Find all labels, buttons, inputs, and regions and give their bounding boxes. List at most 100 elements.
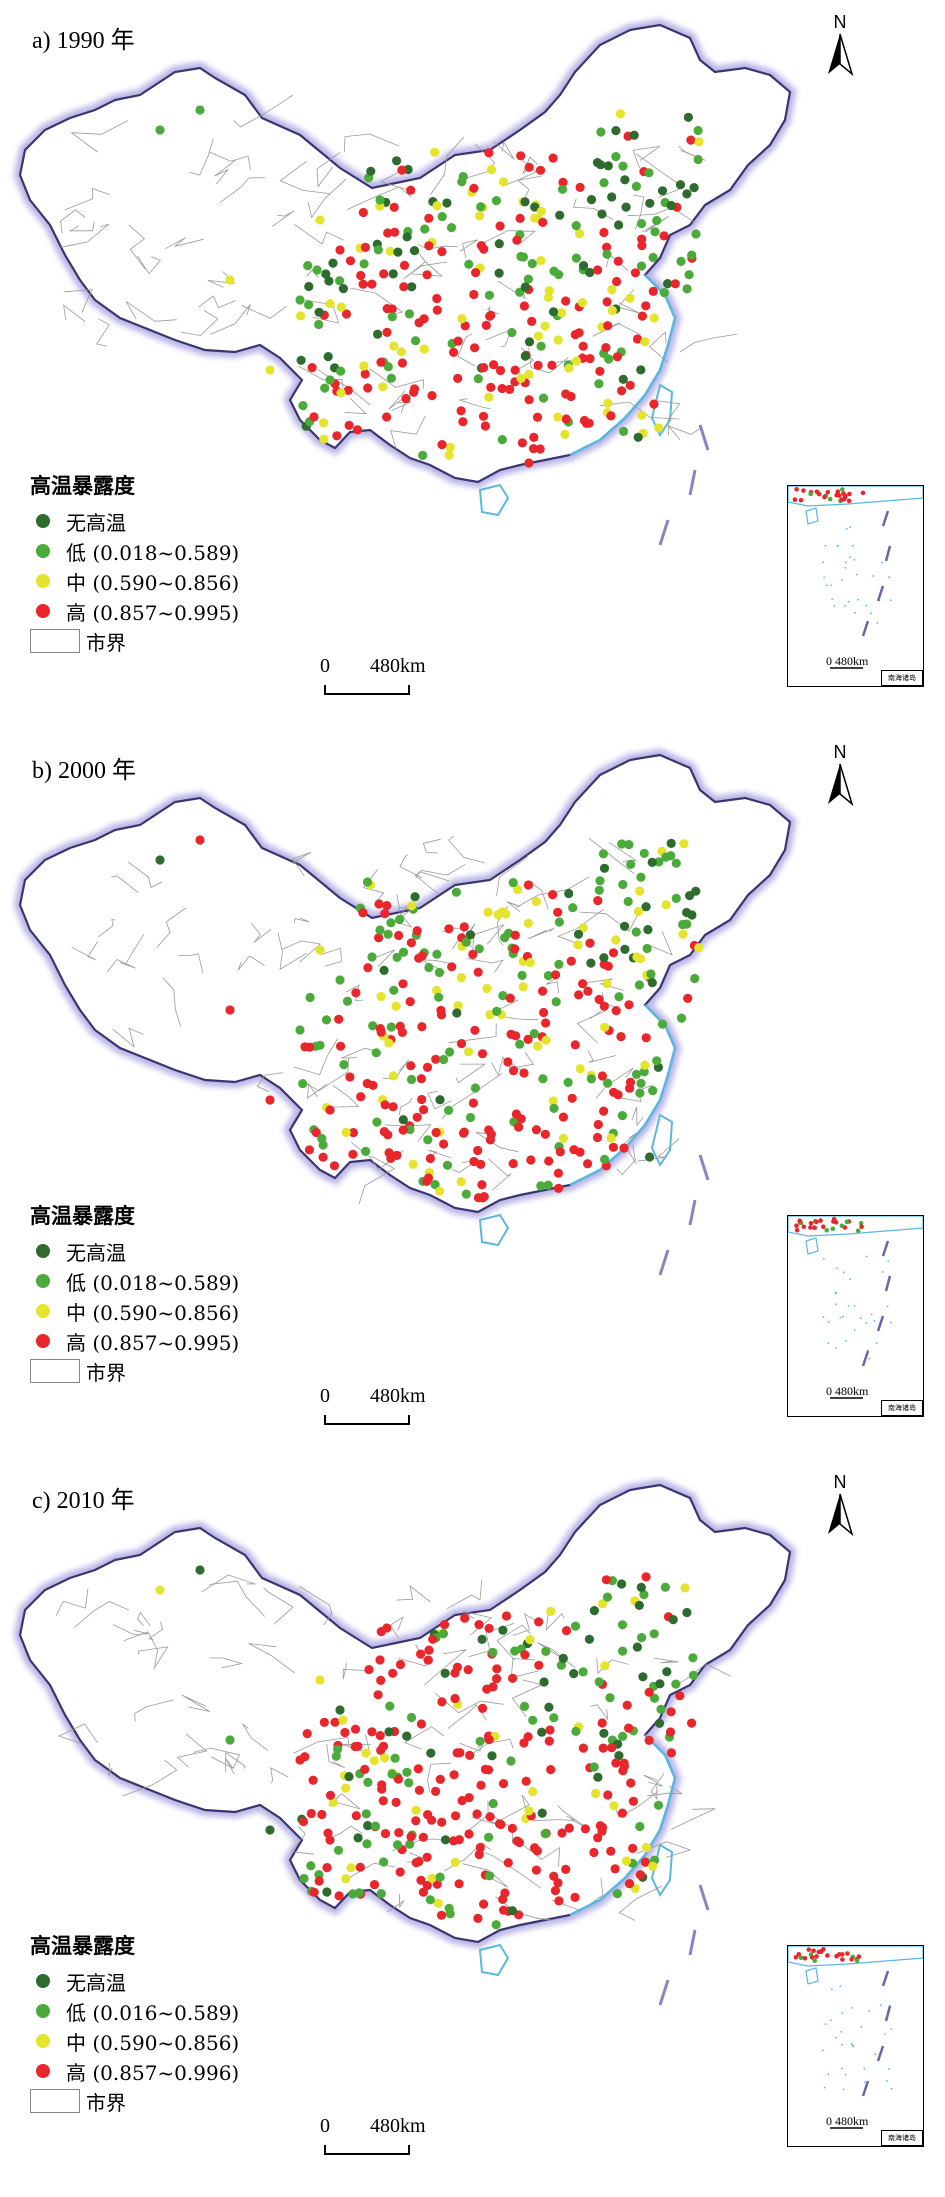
city-point <box>314 319 324 330</box>
city-point <box>626 1778 636 1788</box>
city-point <box>355 1862 365 1872</box>
inset-island <box>847 600 850 603</box>
city-point <box>370 1821 380 1831</box>
inset-island <box>827 1321 830 1323</box>
inset-island <box>823 2086 826 2089</box>
city-point <box>396 347 406 357</box>
city-point <box>479 363 489 373</box>
city-point <box>452 1748 462 1758</box>
city-point <box>444 1903 454 1913</box>
city-point <box>597 209 607 219</box>
city-point <box>618 1646 628 1656</box>
city-point <box>597 1718 607 1728</box>
legend-label: 低 (0.018~0.589) <box>66 540 240 565</box>
city-point <box>593 1833 603 1843</box>
north-arrow: N <box>820 742 860 812</box>
inset-name-label: 南海诸岛 <box>881 2130 923 2146</box>
city-point <box>480 1764 490 1774</box>
city-point <box>600 1661 610 1671</box>
city-point <box>392 1840 403 1850</box>
inset-city-point <box>825 489 831 495</box>
legend-dot <box>36 2034 50 2048</box>
scale-distance: 480km <box>370 1385 426 1407</box>
inset-island <box>875 1342 878 1345</box>
city-point <box>682 1607 692 1618</box>
city-point <box>451 1811 461 1821</box>
inset-island <box>835 2036 838 2039</box>
city-point <box>336 1041 346 1051</box>
city-point <box>595 876 605 886</box>
city-point <box>649 399 659 409</box>
inset-city-point <box>854 1958 860 1963</box>
city-point <box>619 426 629 436</box>
city-point <box>507 1823 517 1833</box>
city-point <box>422 270 432 280</box>
inset-city-point <box>834 492 839 498</box>
coastline <box>569 274 710 546</box>
city-point <box>657 186 668 196</box>
city-point <box>604 354 614 364</box>
city-point <box>668 1615 678 1625</box>
city-boundary <box>307 1082 328 1100</box>
city-point <box>598 1743 608 1753</box>
city-point <box>321 1015 332 1025</box>
city-point <box>507 1906 517 1916</box>
city-point <box>593 1119 603 1130</box>
inset-island <box>831 1988 833 1991</box>
inset-island <box>860 2026 863 2028</box>
city-point <box>571 253 582 263</box>
city-point <box>360 369 370 379</box>
city-point <box>434 967 444 978</box>
city-point <box>603 961 613 971</box>
city-boundary <box>188 138 214 176</box>
city-point <box>402 1731 412 1741</box>
city-point <box>617 1111 628 1121</box>
city-point <box>538 393 549 403</box>
inset-island <box>851 2007 853 2009</box>
city-point <box>536 1181 546 1191</box>
city-point <box>641 1033 651 1043</box>
city-point <box>544 286 554 296</box>
city-point <box>597 1071 608 1081</box>
city-point <box>631 1069 642 1079</box>
inset-map <box>788 1946 923 2129</box>
city-point <box>659 231 669 241</box>
city-point <box>617 839 627 849</box>
city-point <box>510 930 520 940</box>
city-boundary <box>491 1057 525 1077</box>
city-boundary <box>148 1621 164 1641</box>
city-point <box>456 1177 466 1187</box>
city-point <box>377 1784 387 1794</box>
inset-hainan <box>805 1237 819 1255</box>
city-point <box>474 1849 484 1860</box>
inset-island <box>823 576 825 579</box>
city-boundary <box>111 875 139 893</box>
city-boundary <box>467 1738 514 1758</box>
city-point <box>617 1620 628 1630</box>
city-point <box>531 1865 542 1875</box>
city-point <box>265 1825 275 1835</box>
city-point <box>380 909 390 919</box>
city-boundary <box>291 1825 315 1855</box>
legend-title: 高温暴露度 <box>30 473 135 498</box>
city-point <box>641 301 651 311</box>
city-point <box>449 1770 459 1780</box>
city-point <box>431 1127 441 1138</box>
city-point <box>519 1701 530 1711</box>
city-point <box>675 1691 685 1701</box>
city-boundary <box>277 932 307 971</box>
city-point <box>486 164 496 175</box>
city-point <box>399 260 410 270</box>
city-point <box>573 940 583 950</box>
city-point <box>409 387 419 397</box>
city-point <box>314 1876 324 1886</box>
city-point <box>583 986 593 996</box>
city-point <box>225 1735 235 1745</box>
legend-row-3: 高 (0.857~0.995) <box>30 1326 239 1356</box>
city-point <box>439 1139 449 1149</box>
city-point <box>666 200 676 211</box>
city-boundary <box>397 905 413 920</box>
city-point <box>534 1617 544 1627</box>
city-point <box>393 1774 403 1784</box>
city-point <box>344 420 354 430</box>
